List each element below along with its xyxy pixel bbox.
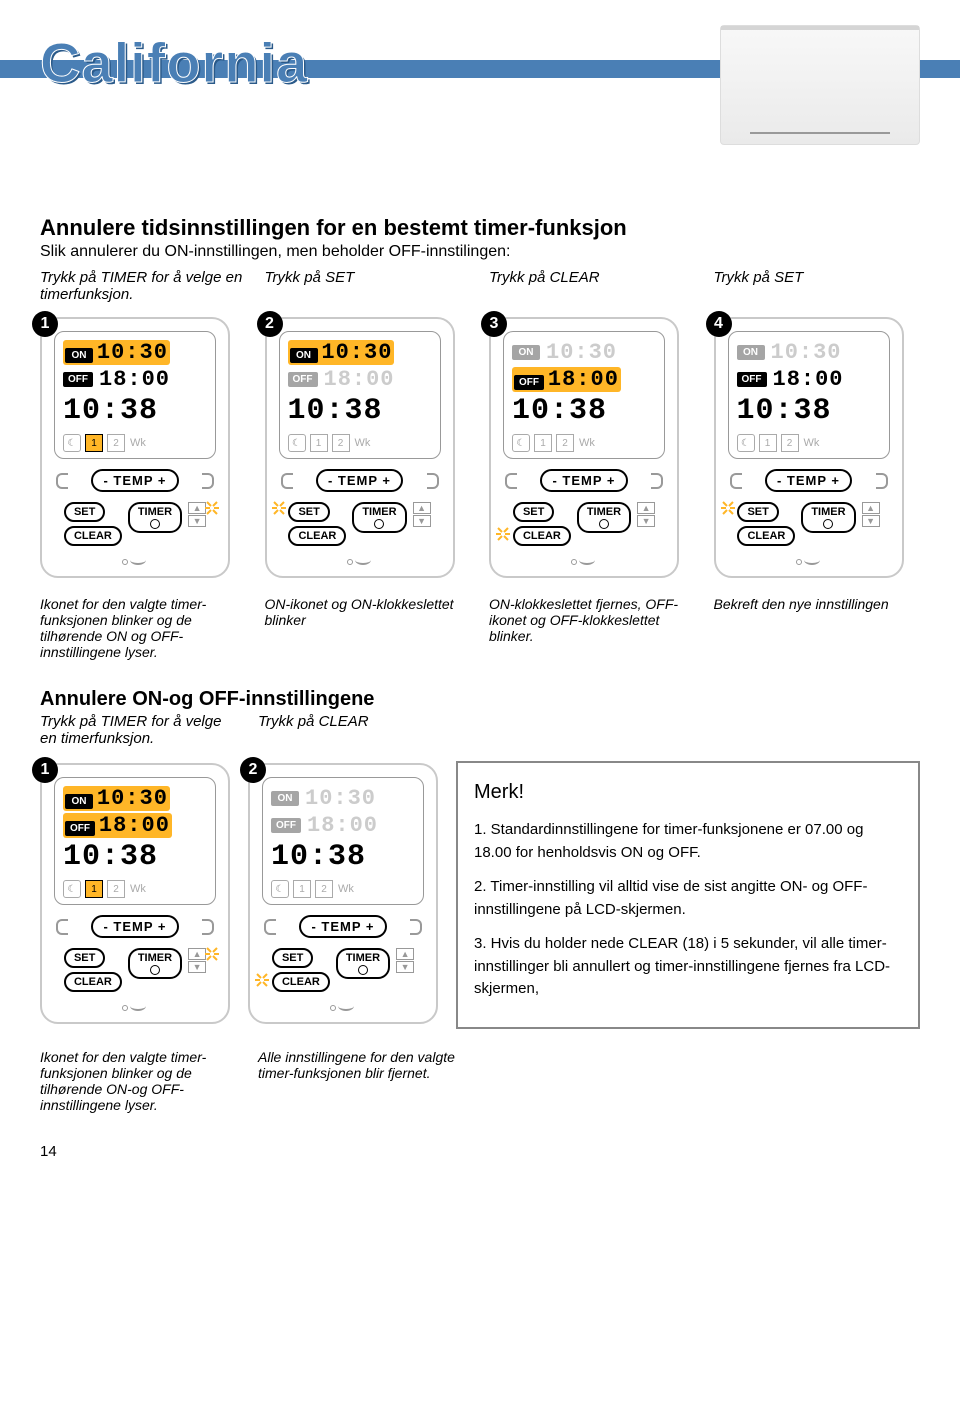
lcd-display: ON 10:30OFF 18:0010:3812Wk (728, 331, 890, 459)
clear-button[interactable]: CLEAR (64, 526, 122, 546)
step-desc: ON-klokkeslettet fjernes, OFF-ikonet og … (489, 596, 696, 644)
note-box: Merk! 1. Standardinnstillingene for time… (456, 761, 920, 1029)
timer1-icon: 1 (85, 880, 103, 898)
temp-button[interactable]: - TEMP + (299, 915, 386, 938)
timer-button[interactable]: TIMER (128, 502, 182, 533)
section1-title: Annulere tidsinnstillingen for en bestem… (40, 215, 920, 241)
clear-button[interactable]: CLEAR (64, 972, 122, 992)
step-label: Trykk på SET (714, 269, 921, 309)
lcd-display: ON 10:30OFF 18:0010:3812Wk (279, 331, 441, 459)
set-button[interactable]: SET (513, 502, 554, 522)
temp-button[interactable]: - TEMP + (540, 469, 627, 492)
clear-button[interactable]: CLEAR (513, 526, 571, 546)
week-icon: Wk (578, 434, 596, 452)
step-number: 1 (32, 757, 58, 783)
timer1-icon: 1 (293, 880, 311, 898)
step-number: 3 (481, 311, 507, 337)
timer-button[interactable]: TIMER (128, 948, 182, 979)
lcd-display: ON 10:30OFF 18:0010:3812Wk (503, 331, 665, 459)
timer-button[interactable]: TIMER (352, 502, 406, 533)
remote-panel: 1ON 10:30OFF 18:0010:3812Wk - TEMP + SET CL… (40, 763, 230, 1024)
timer2-icon: 2 (781, 434, 799, 452)
step-number: 2 (240, 757, 266, 783)
updown-control[interactable]: ▲▼ (862, 502, 880, 527)
lcd-display: ON 10:30OFF 18:0010:3812Wk (54, 331, 216, 459)
step-label: Trykk på SET (265, 269, 472, 309)
step-desc: ON-ikonet og ON-klokkeslettet blinker (265, 596, 472, 628)
step-number: 2 (257, 311, 283, 337)
section1-subtitle: Slik annulerer du ON-innstillingen, men … (40, 243, 920, 261)
moon-icon (63, 434, 81, 452)
step-label: Trykk på CLEAR (489, 269, 696, 309)
timer2-icon: 2 (332, 434, 350, 452)
week-icon: Wk (129, 880, 147, 898)
moon-icon (737, 434, 755, 452)
timer2-icon: 2 (315, 880, 333, 898)
moon-icon (512, 434, 530, 452)
week-icon: Wk (129, 434, 147, 452)
note-p2: 2. Timer-innstilling vil alltid vise de … (474, 876, 902, 921)
timer-button[interactable]: TIMER (577, 502, 631, 533)
week-icon: Wk (803, 434, 821, 452)
clear-button[interactable]: CLEAR (737, 526, 795, 546)
step-number: 1 (32, 311, 58, 337)
lcd-display: ON 10:30OFF 18:0010:3812Wk (54, 777, 216, 905)
timer1-icon: 1 (85, 434, 103, 452)
remote-panel: 3ON 10:30OFF 18:0010:3812Wk- TEMP +SETCL… (489, 317, 679, 578)
updown-control[interactable]: ▲▼ (637, 502, 655, 527)
product-image (720, 25, 920, 145)
clear-button[interactable]: CLEAR (272, 972, 330, 992)
updown-control[interactable]: ▲▼ (413, 502, 431, 527)
set-button[interactable]: SET (288, 502, 329, 522)
moon-icon (271, 880, 289, 898)
updown-control[interactable]: ▲▼ (396, 948, 414, 973)
section2-title: Annulere ON-og OFF-innstillingene (40, 688, 920, 711)
week-icon: Wk (337, 880, 355, 898)
timer2-icon: 2 (556, 434, 574, 452)
timer2-icon: 2 (107, 880, 125, 898)
set-button[interactable]: SET (64, 948, 105, 968)
moon-icon (288, 434, 306, 452)
remote-panel: 4ON 10:30OFF 18:0010:3812Wk- TEMP +SETCL… (714, 317, 904, 578)
timer1-icon: 1 (759, 434, 777, 452)
step-desc: Alle innstillingene for den valgte timer… (258, 1049, 458, 1081)
remote-panel: 2ON 10:30OFF 18:0010:3812Wk - TEMP + SET CL… (265, 317, 455, 578)
step-desc: Ikonet for den valgte timer-funksjonen b… (40, 596, 247, 660)
step-desc: Bekreft den nye innstillingen (714, 596, 921, 612)
set-button[interactable]: SET (272, 948, 313, 968)
step-number: 4 (706, 311, 732, 337)
timer2-icon: 2 (107, 434, 125, 452)
set-button[interactable]: SET (737, 502, 778, 522)
step-label: Trykk på TIMER for å velge en timerfunks… (40, 269, 247, 309)
page-number: 14 (40, 1143, 920, 1160)
temp-button[interactable]: - TEMP + (91, 915, 178, 938)
note-p1: 1. Standardinnstillingene for timer-funk… (474, 819, 902, 864)
timer1-icon: 1 (310, 434, 328, 452)
step-label: Trykk på CLEAR (258, 713, 458, 753)
timer-button[interactable]: TIMER (336, 948, 390, 979)
step-desc: Ikonet for den valgte timer-funksjonen b… (40, 1049, 240, 1113)
timer-button[interactable]: TIMER (801, 502, 855, 533)
step-label: Trykk på TIMER for å velge en timerfunks… (40, 713, 240, 753)
timer1-icon: 1 (534, 434, 552, 452)
set-button[interactable]: SET (64, 502, 105, 522)
remote-panel: 2ON 10:30OFF 18:0010:3812Wk - TEMP + SET CL… (248, 763, 438, 1024)
week-icon: Wk (354, 434, 372, 452)
note-p3: 3. Hvis du holder nede CLEAR (18) i 5 se… (474, 933, 902, 1001)
remote-panel: 1ON 10:30OFF 18:0010:3812Wk - TEMP + SET CL… (40, 317, 230, 578)
clear-button[interactable]: CLEAR (288, 526, 346, 546)
temp-button[interactable]: - TEMP + (765, 469, 852, 492)
moon-icon (63, 880, 81, 898)
note-title: Merk! (474, 777, 902, 807)
temp-button[interactable]: - TEMP + (316, 469, 403, 492)
temp-button[interactable]: - TEMP + (91, 469, 178, 492)
lcd-display: ON 10:30OFF 18:0010:3812Wk (262, 777, 424, 905)
